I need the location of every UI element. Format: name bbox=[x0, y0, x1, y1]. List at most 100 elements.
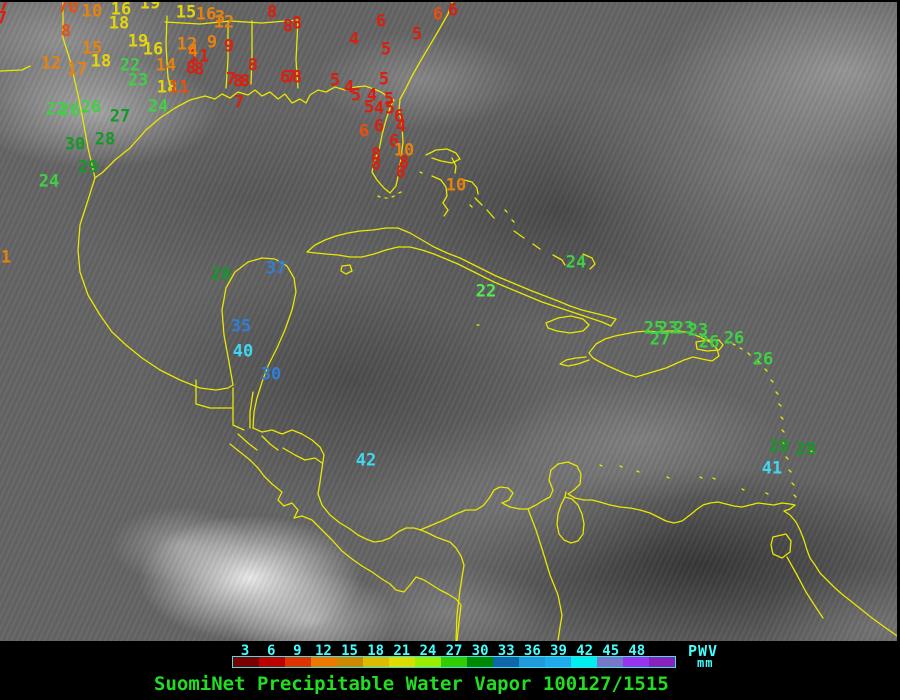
station-value: 23 bbox=[673, 318, 695, 339]
station-value: 8 bbox=[247, 55, 259, 76]
lesser-antilles-islands bbox=[732, 343, 815, 498]
station-value: 17 bbox=[66, 59, 88, 80]
station-value: 6 bbox=[447, 0, 459, 21]
station-value: 7 bbox=[0, 0, 10, 16]
station-value: 5 bbox=[384, 98, 396, 119]
colorbar-tick-label: 42 bbox=[576, 643, 594, 659]
station-value: 5 bbox=[411, 24, 423, 45]
station-value: 4 bbox=[187, 41, 199, 62]
station-value: 8 bbox=[291, 67, 303, 88]
hispaniola-coastline bbox=[559, 330, 720, 378]
colorbar-tick-label: 12 bbox=[314, 643, 332, 659]
station-value: 37 bbox=[265, 258, 287, 279]
station-value: 18 bbox=[156, 77, 178, 98]
colorbar-segment bbox=[597, 657, 623, 667]
colorbar-tick-label: 21 bbox=[393, 643, 411, 659]
station-value: 27 bbox=[109, 106, 131, 127]
station-value: 4 bbox=[395, 116, 407, 137]
station-value: 8 bbox=[60, 21, 72, 42]
mexico-coastline bbox=[77, 177, 234, 391]
right-border bbox=[897, 0, 900, 641]
satellite-map: 7 7 70 10 16 19 18 15 16 3 12 8 8 8 8 15 19 16 12 9 9 11 4 12 17… bbox=[0, 0, 900, 641]
station-value: 6 bbox=[279, 67, 291, 88]
station-value: 8 bbox=[291, 13, 303, 34]
colorbar-tick-label: 33 bbox=[497, 643, 515, 659]
station-value: 8 bbox=[193, 59, 205, 80]
trinidad-coastline bbox=[770, 533, 792, 559]
station-value: 28 bbox=[210, 264, 232, 285]
station-value: 26 bbox=[59, 100, 81, 121]
station-value: 18 bbox=[90, 51, 112, 72]
isle-of-youth bbox=[340, 264, 480, 326]
colorbar-segment bbox=[337, 657, 363, 667]
station-value: 6 bbox=[375, 11, 387, 32]
station-value: 26 bbox=[698, 332, 720, 353]
colorbar-segment bbox=[285, 657, 311, 667]
station-value: 6 bbox=[393, 106, 405, 127]
colorbar bbox=[232, 656, 676, 668]
station-value: 15 bbox=[175, 2, 197, 23]
florida-keys bbox=[377, 191, 402, 199]
station-value: 16 bbox=[110, 0, 132, 20]
station-value: 15 bbox=[81, 38, 103, 59]
venezuela-offshore-islands bbox=[599, 464, 769, 495]
us-coastline bbox=[62, 0, 454, 194]
station-value: 8 bbox=[282, 16, 294, 37]
station-value: 22 bbox=[45, 99, 67, 120]
central-america-caribbean-coast bbox=[252, 427, 465, 641]
station-value: 19 bbox=[127, 31, 149, 52]
station-value: 23 bbox=[657, 318, 679, 339]
colorbar-segment bbox=[311, 657, 337, 667]
station-value: 35 bbox=[230, 316, 252, 337]
station-value: 4 bbox=[348, 29, 360, 50]
station-value: 28 bbox=[795, 439, 817, 460]
station-value: 24 bbox=[38, 171, 60, 192]
station-value: 18 bbox=[108, 13, 130, 34]
station-value: 26 bbox=[80, 97, 102, 118]
station-value: 16 bbox=[195, 4, 217, 25]
station-value: 19 bbox=[139, 0, 161, 14]
station-value: 22 bbox=[119, 55, 141, 76]
station-value: 4 bbox=[343, 77, 355, 98]
station-value: 23 bbox=[127, 70, 149, 91]
station-value: 12 bbox=[213, 12, 235, 33]
colorbar-tick-label: 9 bbox=[293, 643, 302, 659]
station-value: 5 bbox=[380, 39, 392, 60]
station-value: 10 bbox=[393, 140, 415, 161]
station-value: 6 bbox=[432, 4, 444, 25]
colorbar-segment bbox=[545, 657, 571, 667]
station-value: 26 bbox=[723, 328, 745, 349]
station-value: 8 bbox=[239, 71, 251, 92]
colorbar-tick-label: 45 bbox=[602, 643, 620, 659]
colorbar-tick-label: 3 bbox=[240, 643, 250, 659]
station-value: 5 bbox=[350, 85, 362, 106]
state-borders bbox=[0, 0, 299, 93]
station-value: 25 bbox=[643, 318, 665, 339]
station-value: 5 bbox=[363, 97, 375, 118]
lake-maracaibo bbox=[556, 491, 585, 544]
mm-unit-label: mm bbox=[697, 656, 714, 670]
colorbar-segment bbox=[363, 657, 389, 667]
station-value: 8 bbox=[266, 2, 278, 23]
station-value: 26 bbox=[752, 349, 774, 370]
station-value: 28 bbox=[94, 129, 116, 150]
station-value: 28 bbox=[768, 436, 790, 457]
colorbar-segment bbox=[649, 657, 675, 667]
station-value: 7 bbox=[0, 8, 8, 29]
coastline-overlay bbox=[0, 0, 900, 641]
central-america-pacific-coast bbox=[229, 443, 462, 641]
jamaica-coastline bbox=[545, 315, 590, 334]
station-value: 7 bbox=[233, 92, 245, 113]
colorbar-segment bbox=[233, 657, 259, 667]
colorbar-segment bbox=[441, 657, 467, 667]
station-value: 6 bbox=[358, 121, 370, 142]
station-value: 8 bbox=[232, 71, 244, 92]
station-value: 5 bbox=[378, 69, 390, 90]
venezuela-borders bbox=[527, 508, 824, 641]
satellite-imagery bbox=[0, 0, 900, 641]
colorbar-segment bbox=[389, 657, 415, 667]
south-america-coastline bbox=[419, 461, 900, 639]
colorbar-tick-label: 30 bbox=[471, 643, 489, 659]
station-value: 6 bbox=[373, 116, 385, 137]
colorbar-segment bbox=[571, 657, 597, 667]
